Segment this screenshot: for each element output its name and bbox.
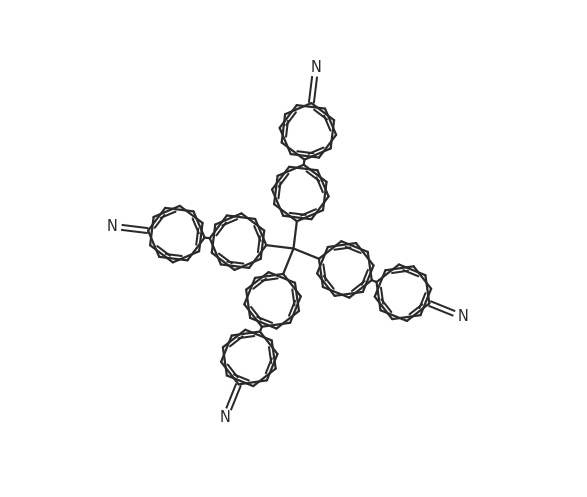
Text: N: N (107, 219, 117, 234)
Text: N: N (220, 411, 231, 425)
Text: N: N (311, 60, 321, 75)
Text: N: N (457, 310, 468, 325)
